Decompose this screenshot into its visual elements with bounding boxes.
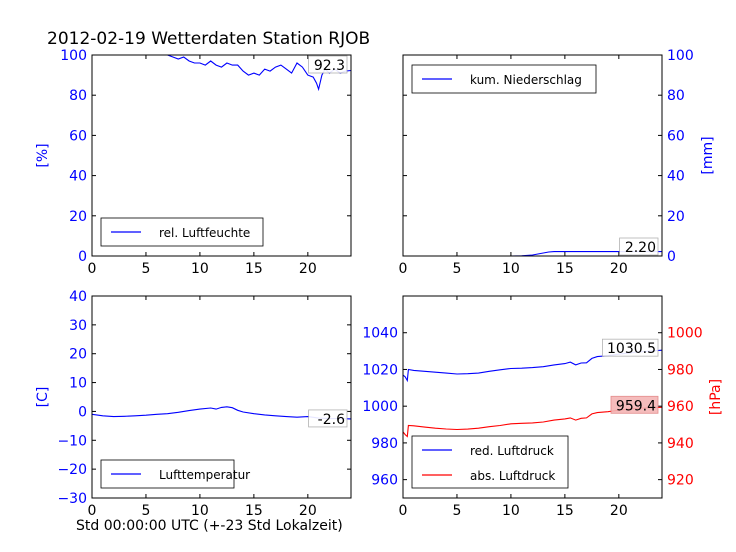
annotation-box <box>602 338 659 357</box>
series-line-temperature-0 <box>92 406 351 420</box>
x-tick-label: 20 <box>299 503 317 519</box>
y2-tick-label: 960 <box>667 399 694 415</box>
legend-temperature: Lufttemperatur <box>100 459 250 489</box>
annotation-box <box>610 395 659 414</box>
axes-frame-pressure <box>402 295 663 499</box>
annotation-label: 2.20 <box>625 240 656 256</box>
y2-tick-label: 980 <box>667 362 694 378</box>
annotation-label: 92.3 <box>314 58 345 74</box>
axes-frame-precipitation <box>402 54 663 257</box>
y-axis-label: [C] <box>35 387 51 408</box>
x-tick-label: 0 <box>399 503 408 519</box>
x-tick-label: 0 <box>399 261 408 277</box>
y-tick-label: 0 <box>78 249 87 265</box>
annotation-box <box>308 55 348 74</box>
annotation-box <box>308 409 348 428</box>
plot-precipitation: 0 5 10 15 20 0 20 40 60 80 100 [mm] kum. Niederschla… <box>399 48 716 277</box>
x-tick-label: 20 <box>610 503 628 519</box>
plot-humidity: 0 5 10 15 20 0 20 40 60 80 100 [%] rel. Luftfeuchte 9… <box>35 48 352 277</box>
annotation-label: 1030.5 <box>607 341 656 357</box>
y-tick-label: 1040 <box>362 326 398 342</box>
plot-temperature: 0 5 10 15 20 −30 −20 −10 0 10 20 30 40 [C] Lufttempera… <box>35 289 352 519</box>
annotation-label: -2.6 <box>318 412 345 428</box>
y-tick-label: 80 <box>69 88 87 104</box>
x-tick-label: 10 <box>502 261 520 277</box>
x-tick-label: 20 <box>610 261 628 277</box>
x-tick-label: 5 <box>452 503 461 519</box>
y-tick-label: −20 <box>57 462 87 478</box>
legend-label: Lufttemperatur <box>159 468 250 482</box>
y-tick-label: −30 <box>57 491 87 507</box>
series-line-pressure-1 <box>403 406 662 438</box>
y-tick-label: 60 <box>667 128 685 144</box>
legend-precipitation: kum. Niederschlag <box>411 64 597 94</box>
x-tick-label: 10 <box>502 503 520 519</box>
x-tick-label: 10 <box>191 261 209 277</box>
y-tick-label: 80 <box>667 88 685 104</box>
y-tick-label: 1020 <box>362 362 398 378</box>
legend-humidity: rel. Luftfeuchte <box>100 217 264 247</box>
plot-pressure: 0 5 10 15 20 960 980 1000 1020 1040 920 940 960 980 10… <box>362 295 724 519</box>
y2-tick-label: 940 <box>667 436 694 452</box>
legend-box <box>411 435 569 489</box>
y2-tick-label: 920 <box>667 473 694 489</box>
y-tick-label: 40 <box>69 169 87 185</box>
x-tick-label: 15 <box>245 503 263 519</box>
y-tick-label: 40 <box>69 289 87 305</box>
y-axis-label: [mm] <box>700 136 716 174</box>
axes-frame-humidity <box>91 54 352 257</box>
x-axis-label: Std 00:00:00 UTC (+-23 Std Lokalzeit) <box>76 518 343 534</box>
x-tick-label: 5 <box>141 503 150 519</box>
legend-label: rel. Luftfeuchte <box>159 226 250 240</box>
y2-tick-label: 1000 <box>667 326 703 342</box>
y-axis-label: [%] <box>35 143 51 167</box>
legend-label: abs. Luftdruck <box>470 469 555 483</box>
y-axis-label: [hPa] <box>708 379 724 415</box>
y-tick-label: 0 <box>78 404 87 420</box>
x-tick-label: 5 <box>141 261 150 277</box>
y-tick-label: 960 <box>371 473 398 489</box>
y-tick-label: 60 <box>69 128 87 144</box>
x-tick-label: 0 <box>88 261 97 277</box>
y-tick-label: 20 <box>69 347 87 363</box>
legend-pressure: red. Luftdruck abs. Luftdruck <box>411 435 569 489</box>
x-tick-label: 5 <box>452 261 461 277</box>
y-tick-label: 40 <box>667 169 685 185</box>
y-tick-label: 10 <box>69 376 87 392</box>
annotation-label: 959.4 <box>616 398 656 414</box>
legend-label: red. Luftdruck <box>470 444 554 458</box>
y-tick-label: 980 <box>371 436 398 452</box>
y-tick-label: 30 <box>69 318 87 334</box>
x-tick-label: 0 <box>88 503 97 519</box>
x-tick-label: 20 <box>299 261 317 277</box>
x-tick-label: 15 <box>556 261 574 277</box>
figure-title: 2012-02-19 Wetterdaten Station RJOB <box>47 29 370 49</box>
y-tick-label: −10 <box>57 433 87 449</box>
y-tick-label: 100 <box>667 48 694 64</box>
x-tick-label: 15 <box>556 503 574 519</box>
y-tick-label: 100 <box>60 48 87 64</box>
legend-label: kum. Niederschlag <box>470 73 582 87</box>
axes-frame-temperature <box>91 295 352 499</box>
y-tick-label: 20 <box>667 209 685 225</box>
y-tick-label: 1000 <box>362 399 398 415</box>
x-tick-label: 10 <box>191 503 209 519</box>
x-tick-label: 15 <box>245 261 263 277</box>
y-tick-label: 0 <box>667 249 676 265</box>
y-tick-label: 20 <box>69 209 87 225</box>
annotation-box <box>619 237 659 256</box>
